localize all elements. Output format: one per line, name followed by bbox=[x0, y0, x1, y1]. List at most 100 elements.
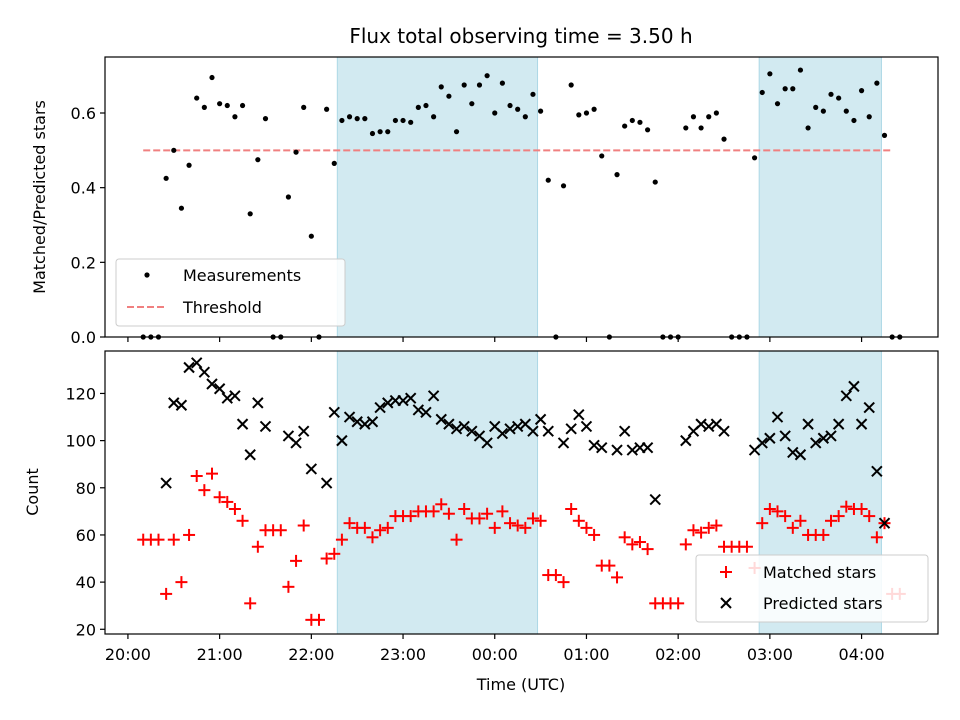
matched-star-point bbox=[702, 521, 715, 534]
p1-ytick-label: 60 bbox=[76, 526, 96, 545]
measurement-point bbox=[706, 114, 712, 120]
measurement-point bbox=[346, 114, 353, 120]
predicted-star-point bbox=[343, 411, 356, 423]
measurement-point bbox=[576, 112, 582, 118]
matched-star-point bbox=[687, 524, 700, 537]
matched-star-point bbox=[183, 528, 196, 541]
matched-star-point bbox=[175, 576, 188, 589]
predicted-star-point bbox=[244, 449, 256, 461]
measurement-point bbox=[629, 117, 635, 124]
measurement-point bbox=[652, 179, 658, 185]
matched-star-point bbox=[221, 495, 234, 508]
measurement-point bbox=[644, 127, 651, 133]
predicted-star-point bbox=[764, 432, 776, 444]
measurement-point bbox=[431, 114, 437, 120]
matched-star-point bbox=[519, 521, 532, 534]
matched-star-point bbox=[236, 514, 249, 527]
matched-star-point bbox=[779, 510, 792, 523]
matched-star-point bbox=[312, 613, 325, 626]
predicted-star-point bbox=[320, 477, 333, 489]
measurement-point bbox=[308, 233, 314, 239]
predicted-star-point bbox=[611, 444, 623, 456]
measurement-point bbox=[782, 86, 788, 92]
matched-star-point bbox=[534, 514, 547, 527]
predicted-star-point bbox=[542, 425, 554, 437]
measurement-point bbox=[453, 129, 460, 135]
matched-star-point bbox=[511, 519, 524, 532]
predicted-star-point bbox=[450, 423, 463, 435]
matched-star-point bbox=[641, 543, 654, 556]
matched-star-point bbox=[167, 533, 180, 546]
measurement-point bbox=[881, 132, 888, 138]
matched-star-point bbox=[679, 538, 692, 551]
matched-star-point bbox=[840, 500, 853, 513]
matched-star-point bbox=[297, 519, 310, 532]
matched-star-point bbox=[374, 524, 387, 537]
p1-ytick-label: 20 bbox=[76, 620, 96, 639]
measurement-point bbox=[438, 84, 444, 90]
matched-star-point bbox=[603, 559, 616, 572]
predicted-star-point bbox=[580, 420, 593, 433]
matched-star-point bbox=[549, 569, 562, 582]
predicted-star-point bbox=[817, 432, 830, 444]
measurement-point bbox=[599, 153, 605, 159]
measurement-point bbox=[515, 106, 521, 112]
predicted-star-point bbox=[825, 430, 837, 442]
matched-star-point bbox=[190, 469, 203, 482]
predicted-star-point bbox=[458, 420, 470, 433]
legend-measurements-label: Measurements bbox=[183, 266, 301, 285]
measurement-point bbox=[331, 160, 337, 166]
matched-star-points bbox=[137, 467, 906, 626]
matched-star-point bbox=[863, 510, 876, 523]
count-panel-y-ticks: 20 40 60 80 100 120 bbox=[65, 384, 105, 639]
predicted-star-point bbox=[871, 465, 883, 477]
predicted-star-point bbox=[359, 418, 371, 430]
measurement-point bbox=[461, 82, 467, 88]
p0-shaded-band-1 bbox=[758, 56, 882, 338]
matched-star-point bbox=[870, 531, 883, 544]
legend-predicted-marker bbox=[720, 597, 732, 609]
measurement-point bbox=[530, 91, 536, 97]
measurement-points bbox=[140, 67, 903, 340]
predicted-star-point bbox=[618, 425, 631, 437]
p0-ytick-label: 0.2 bbox=[71, 253, 96, 272]
predicted-star-point bbox=[557, 437, 570, 449]
measurement-point bbox=[484, 73, 490, 79]
predicted-star-point bbox=[573, 408, 585, 421]
predicted-star-point bbox=[168, 397, 180, 409]
measurement-point bbox=[446, 93, 452, 99]
measurement-point bbox=[866, 114, 872, 120]
matched-star-point bbox=[335, 533, 348, 546]
predicted-star-point bbox=[198, 366, 211, 378]
measurement-point bbox=[683, 125, 689, 131]
measurement-point bbox=[385, 129, 391, 135]
matched-star-point bbox=[710, 519, 723, 532]
measurement-point bbox=[469, 101, 475, 107]
measurement-point bbox=[843, 108, 849, 114]
matched-star-point bbox=[672, 597, 685, 610]
matched-star-point bbox=[481, 507, 494, 520]
predicted-star-point bbox=[641, 441, 654, 454]
predicted-star-point bbox=[794, 449, 807, 461]
matched-star-point bbox=[290, 554, 303, 567]
predicted-star-point bbox=[290, 437, 302, 449]
predicted-star-point bbox=[297, 425, 310, 437]
matched-star-point bbox=[825, 514, 838, 527]
measurement-point bbox=[377, 129, 383, 135]
predicted-star-point bbox=[756, 437, 768, 449]
matched-star-point bbox=[633, 536, 646, 549]
measurement-point bbox=[522, 114, 528, 120]
matched-star-point bbox=[496, 505, 509, 518]
predicted-star-point bbox=[588, 439, 600, 452]
predicted-star-point bbox=[840, 390, 853, 402]
ratio-panel-shaded-bands bbox=[336, 56, 882, 338]
predicted-star-point bbox=[695, 418, 707, 430]
predicted-star-point bbox=[855, 418, 868, 430]
measurement-point bbox=[637, 119, 643, 125]
predicted-star-point bbox=[703, 420, 715, 433]
matched-star-point bbox=[366, 531, 379, 544]
matched-star-point bbox=[771, 505, 784, 518]
predicted-star-point bbox=[221, 392, 233, 404]
measurement-point bbox=[400, 117, 406, 124]
measurement-point bbox=[262, 116, 269, 122]
